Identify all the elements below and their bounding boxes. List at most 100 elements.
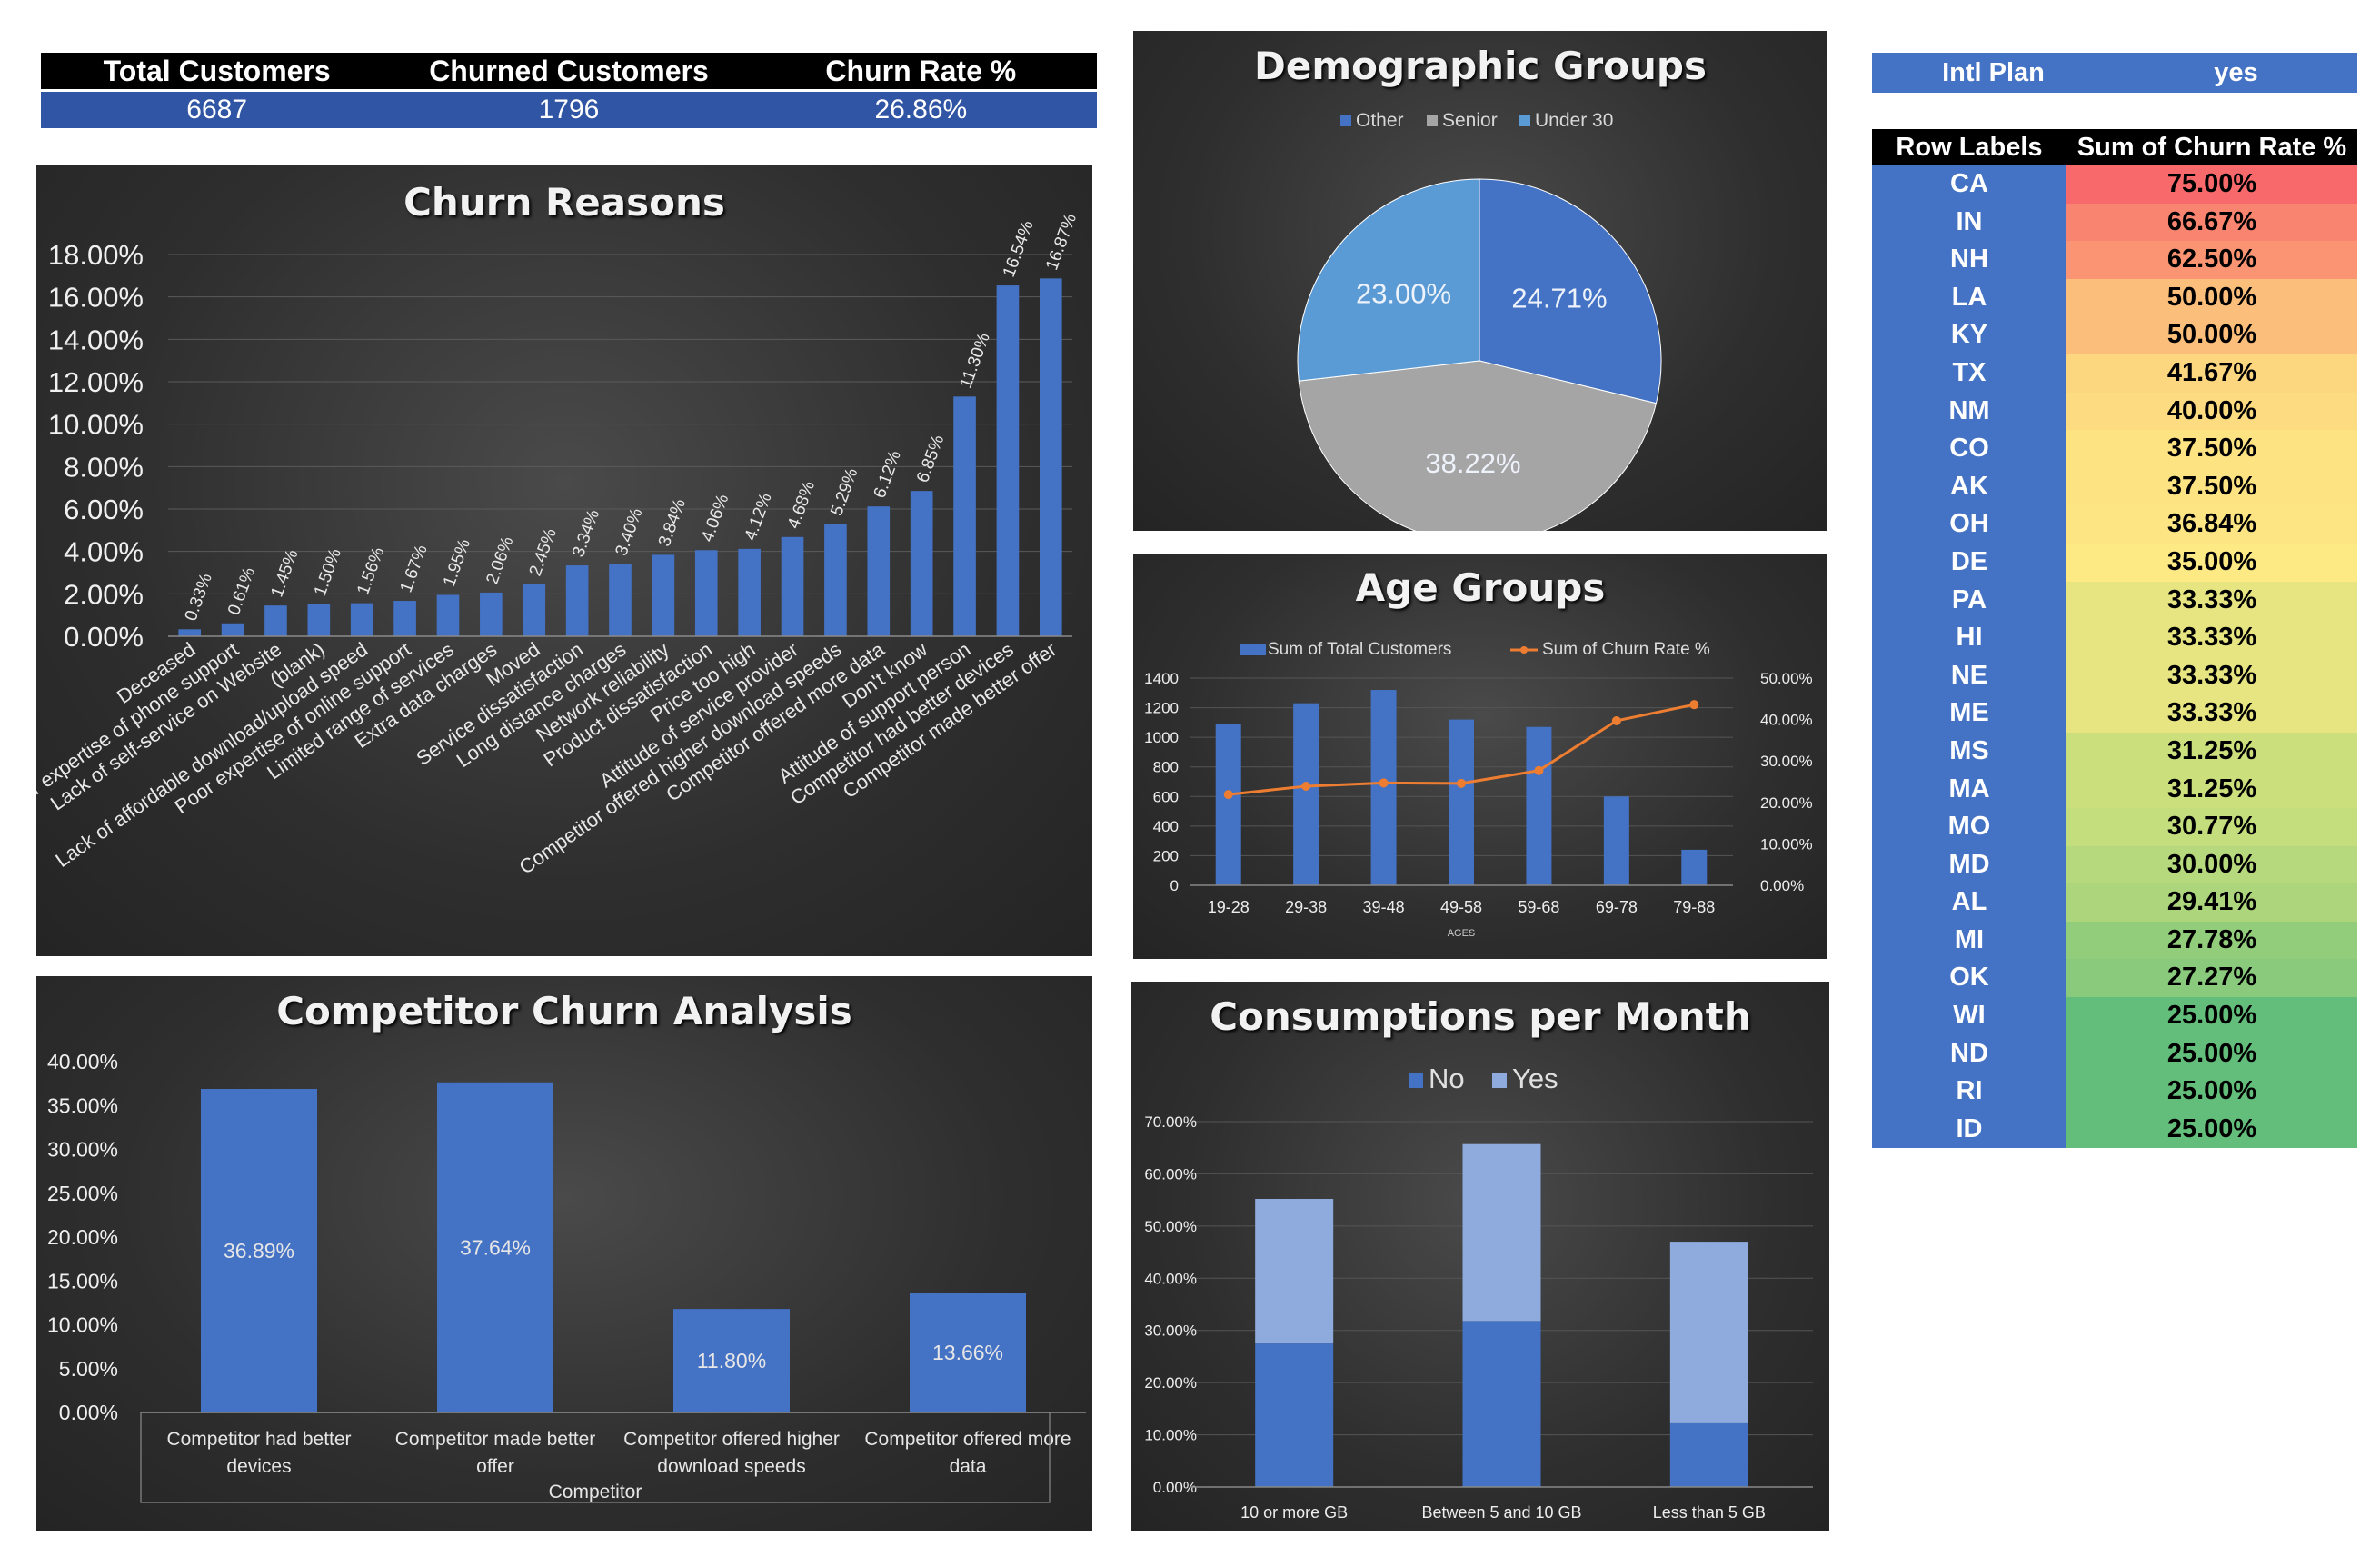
data-label: 6.12% xyxy=(871,448,905,501)
pivot-header-row: Row Labels Sum of Churn Rate % xyxy=(1872,129,2357,165)
bar xyxy=(178,629,202,636)
age-groups-chart: 0 200 400 600 800 1000 1200 1400 0.00% 10.00% 20.0… xyxy=(1144,640,1813,939)
bar xyxy=(1039,278,1062,636)
line-point xyxy=(1689,700,1699,710)
bar xyxy=(738,548,761,636)
y-tick-label: 20.00% xyxy=(47,1225,118,1249)
x-tick-label: 49-58 xyxy=(1440,898,1482,916)
y-tick-label: 10.00% xyxy=(47,1313,118,1337)
pivot-row: OK 27.27% xyxy=(1872,959,2357,998)
y-tick-label: 35.00% xyxy=(47,1093,118,1117)
pivot-row: MD 30.00% xyxy=(1872,845,2357,884)
y-tick-label-left: 600 xyxy=(1153,788,1179,805)
pivot-row: TX 41.67% xyxy=(1872,354,2357,393)
pivot-state-label: TX xyxy=(1872,354,2066,393)
bar xyxy=(307,604,331,636)
bar-segment-no xyxy=(1255,1343,1334,1487)
pivot-state-label: NE xyxy=(1872,656,2066,695)
bar xyxy=(609,564,632,636)
pivot-churn-rate-cell: 33.33% xyxy=(2066,656,2357,695)
y-tick-label: 12.00% xyxy=(48,366,144,398)
x-tick-label: data xyxy=(950,1456,987,1477)
pivot-row: NM 40.00% xyxy=(1872,392,2357,431)
bar-segment-yes xyxy=(1669,1242,1748,1423)
pivot-body: CA 75.00% IN 66.67% NH 62.50% LA 50.00% KY 50.00%… xyxy=(1872,165,2357,1149)
bar xyxy=(652,554,675,636)
y-tick-label: 15.00% xyxy=(47,1269,118,1293)
pie-slice xyxy=(1297,178,1480,382)
y-tick-label-left: 400 xyxy=(1153,818,1179,835)
bar xyxy=(264,605,287,636)
pivot-state-label: CA xyxy=(1872,165,2066,204)
pivot-header-churn-rate: Sum of Churn Rate % xyxy=(2076,133,2347,162)
y-tick-label: 25.00% xyxy=(47,1182,118,1205)
bar xyxy=(565,565,589,636)
y-tick-label: 30.00% xyxy=(47,1138,118,1162)
data-label: 3.40% xyxy=(612,505,646,558)
pivot-churn-rate-cell: 27.27% xyxy=(2066,959,2357,998)
age-groups-title: Age Groups xyxy=(1355,565,1606,610)
data-label: 23.00% xyxy=(1356,277,1451,309)
data-label: 1.45% xyxy=(267,547,302,600)
kpi-value-total: 6687 xyxy=(186,95,248,125)
legend-label: Other xyxy=(1356,110,1404,131)
pivot-row: HI 33.33% xyxy=(1872,619,2357,657)
pivot-row: MS 31.25% xyxy=(1872,732,2357,771)
pivot-state-label: HI xyxy=(1872,619,2066,657)
data-label: 38.22% xyxy=(1425,447,1520,479)
competitor-churn-panel: Competitor Churn Analysis 0.00% 5.00% 10.0… xyxy=(36,976,1092,1531)
y-tick-label: 0.00% xyxy=(64,621,144,653)
filter-label: Intl Plan xyxy=(1942,58,2045,87)
consumptions-title: Consumptions per Month xyxy=(1210,994,1751,1039)
pivot-state-label: ME xyxy=(1872,694,2066,733)
pivot-row: PA 33.33% xyxy=(1872,581,2357,620)
pivot-state-label: ND xyxy=(1872,1034,2066,1073)
pivot-row: AK 37.50% xyxy=(1872,467,2357,506)
pivot-row: ME 33.33% xyxy=(1872,694,2357,733)
pivot-churn-rate-cell: 36.84% xyxy=(2066,505,2357,544)
pivot-row: ID 25.00% xyxy=(1872,1110,2357,1149)
bar xyxy=(824,524,847,636)
pivot-churn-rate-cell: 40.00% xyxy=(2066,392,2357,431)
y-tick-label: 2.00% xyxy=(64,578,144,610)
y-tick-label: 4.00% xyxy=(64,536,144,568)
competitor-churn-chart: 0.00% 5.00% 10.00% 15.00% 20.00% 25.00% 30.00%… xyxy=(47,1050,1086,1503)
bar xyxy=(1293,703,1319,885)
pivot-row: ND 25.00% xyxy=(1872,1034,2357,1073)
bar-segment-no xyxy=(1669,1422,1748,1487)
pivot-churn-rate-cell: 35.00% xyxy=(2066,543,2357,582)
bar xyxy=(1526,726,1552,885)
data-label: 1.50% xyxy=(311,546,345,599)
pivot-churn-rate-cell: 31.25% xyxy=(2066,732,2357,771)
y-tick-label: 40.00% xyxy=(47,1050,118,1073)
bar xyxy=(221,623,244,636)
y-tick-label-left: 1200 xyxy=(1144,700,1179,717)
x-tick-label: Less than 5 GB xyxy=(1653,1503,1766,1522)
pivot-header-row-labels[interactable]: Row Labels xyxy=(1896,133,2043,162)
pivot-churn-rate-cell: 62.50% xyxy=(2066,241,2357,279)
intl-plan-filter[interactable]: Intl Plan yes xyxy=(1872,53,2357,93)
x-tick-label: 69-78 xyxy=(1596,898,1638,916)
bar-segment-yes xyxy=(1255,1198,1334,1344)
bar xyxy=(910,491,933,636)
pivot-churn-rate-cell: 25.00% xyxy=(2066,1110,2357,1149)
data-label: 1.95% xyxy=(440,536,474,589)
bar xyxy=(1370,690,1397,885)
pivot-state-label: OH xyxy=(1872,505,2066,544)
pivot-churn-rate-cell: 50.00% xyxy=(2066,316,2357,354)
pivot-row: WI 25.00% xyxy=(1872,997,2357,1035)
demographic-groups-title: Demographic Groups xyxy=(1254,44,1707,88)
pivot-churn-rate-cell: 33.33% xyxy=(2066,619,2357,657)
pivot-churn-rate-cell: 41.67% xyxy=(2066,354,2357,393)
x-tick-label: Between 5 and 10 GB xyxy=(1421,1503,1581,1522)
filter-value[interactable]: yes xyxy=(2214,58,2258,87)
pivot-churn-rate-cell: 30.00% xyxy=(2066,845,2357,884)
data-label: 3.84% xyxy=(655,496,690,549)
pivot-state-label: MO xyxy=(1872,808,2066,846)
bar xyxy=(1603,796,1629,885)
y-tick-label-left: 1400 xyxy=(1144,670,1179,687)
legend-swatch xyxy=(1409,1073,1423,1088)
legend-swatch xyxy=(1427,115,1438,126)
pivot-state-label: RI xyxy=(1872,1073,2066,1111)
y-tick-label: 10.00% xyxy=(48,409,144,441)
